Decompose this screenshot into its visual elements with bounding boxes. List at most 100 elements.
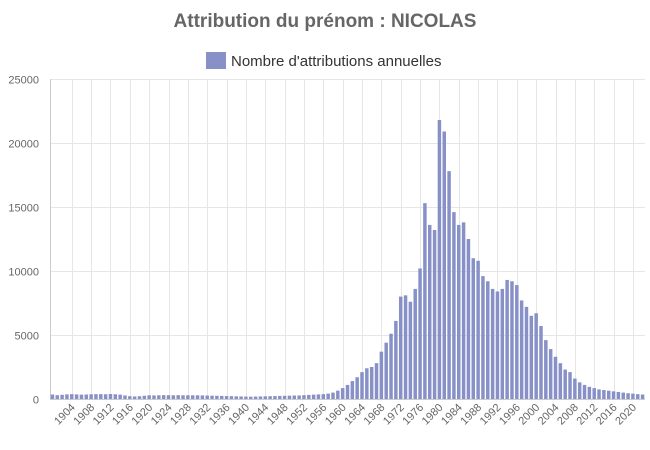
bar[interactable] [510,281,514,399]
bar[interactable] [486,281,490,399]
bar[interactable] [84,394,89,399]
bar[interactable] [626,393,630,399]
bar[interactable] [374,363,379,399]
bar[interactable] [326,393,330,399]
bar[interactable] [350,381,355,399]
bar[interactable] [268,396,272,399]
bar[interactable] [79,394,84,399]
bar[interactable] [476,260,480,399]
legend[interactable]: Nombre d'attributions annuelles [206,52,441,70]
bar[interactable] [60,394,64,399]
bar[interactable] [249,396,253,399]
bar[interactable] [365,368,369,399]
bar[interactable] [495,291,500,399]
bar[interactable] [186,395,190,399]
bar[interactable] [466,239,471,399]
bar[interactable] [457,224,461,399]
bar[interactable] [461,222,466,399]
bar[interactable] [340,388,345,399]
bar[interactable] [621,392,625,399]
bar[interactable] [369,367,374,399]
bar[interactable] [389,333,393,399]
bar[interactable] [287,395,292,399]
bar[interactable] [582,384,587,399]
bar[interactable] [263,396,267,399]
bar[interactable] [631,393,635,399]
bar[interactable] [427,224,432,399]
bar[interactable] [161,395,166,399]
bar[interactable] [423,203,427,399]
bar[interactable] [519,300,524,399]
bar[interactable] [384,342,388,399]
bar[interactable] [529,315,534,399]
bar[interactable] [394,320,398,399]
bar[interactable] [50,394,55,399]
bar[interactable] [94,394,98,399]
bar[interactable] [331,392,335,399]
bar[interactable] [481,276,485,399]
bar[interactable] [224,396,229,399]
bar[interactable] [548,349,553,399]
bar[interactable] [413,288,417,399]
bar[interactable] [515,285,519,399]
bar[interactable] [157,395,161,399]
bar[interactable] [524,306,529,399]
bar[interactable] [311,394,316,399]
bar[interactable] [142,395,147,399]
bar[interactable] [219,395,224,399]
bar[interactable] [398,296,403,399]
bar[interactable] [152,395,156,399]
bar[interactable] [640,394,645,399]
bar[interactable] [70,394,74,399]
bar[interactable] [65,394,69,399]
bar[interactable] [636,394,640,399]
bar[interactable] [592,388,596,399]
bar[interactable] [99,394,103,399]
bar[interactable] [253,396,258,399]
bar[interactable] [544,340,548,399]
bar[interactable] [573,378,577,399]
bar[interactable] [195,395,200,399]
bar[interactable] [74,394,79,399]
bar[interactable] [539,326,543,399]
bar[interactable] [602,390,606,399]
bar[interactable] [244,396,248,399]
bar[interactable] [171,395,176,399]
bar[interactable] [132,396,137,399]
bar[interactable] [403,295,408,399]
bar[interactable] [273,396,277,399]
bar[interactable] [292,395,297,399]
bar[interactable] [258,396,263,399]
bar[interactable] [447,171,451,399]
bar[interactable] [471,258,476,399]
bar[interactable] [442,131,446,400]
bar[interactable] [587,386,592,399]
bar[interactable] [490,288,495,399]
bar[interactable] [336,390,340,399]
bar[interactable] [123,395,127,399]
bar[interactable] [229,396,234,399]
bar[interactable] [297,395,301,399]
bar[interactable] [181,395,185,399]
bar[interactable] [418,268,422,399]
bar[interactable] [128,396,132,399]
bar[interactable] [89,394,93,399]
bar[interactable] [118,394,122,399]
bar[interactable] [302,395,306,399]
bar[interactable] [321,394,326,399]
bar[interactable] [360,372,364,399]
bar[interactable] [553,356,558,399]
bar[interactable] [215,395,219,399]
bar[interactable] [282,395,287,399]
bar[interactable] [577,382,582,399]
bar[interactable] [379,351,384,399]
bar[interactable] [500,288,505,399]
bar[interactable] [432,230,437,399]
bar[interactable] [505,279,509,399]
bar[interactable] [534,313,538,399]
bar[interactable] [190,395,195,399]
bar[interactable] [205,395,209,399]
bar[interactable] [408,301,413,399]
bar[interactable] [113,394,118,399]
bar[interactable] [137,396,142,399]
